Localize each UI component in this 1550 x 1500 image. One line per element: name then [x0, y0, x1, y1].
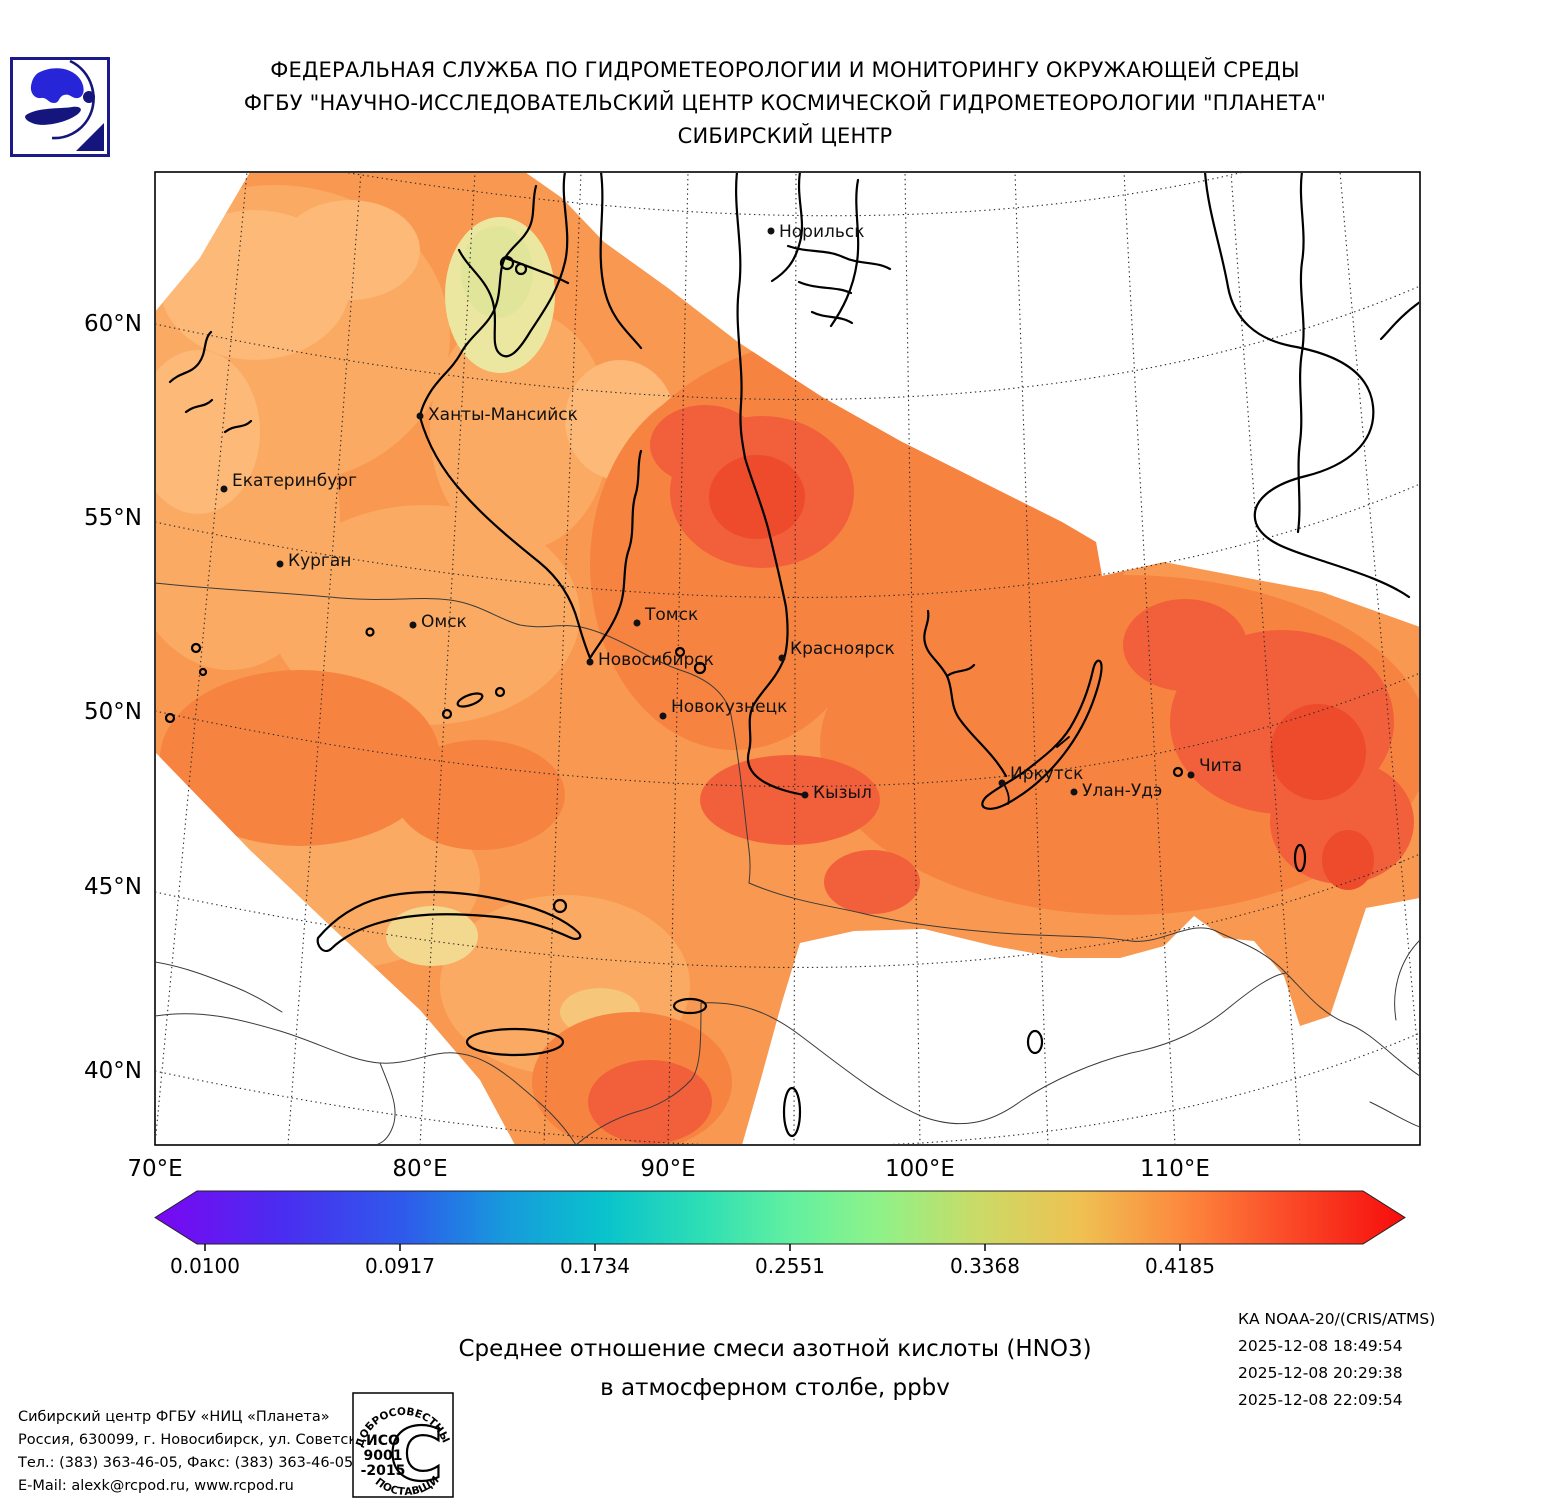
lon-tick-label: 80°E	[392, 1156, 447, 1182]
city-dot	[276, 560, 284, 568]
city-layer: Норильск Ханты-Мансийск Екатеринбург Кур…	[220, 222, 1242, 803]
city-dot	[586, 658, 594, 666]
city-label: Курган	[288, 551, 351, 571]
header-line-2: ФГБУ "НАУЧНО-ИССЛЕДОВАТЕЛЬСКИЙ ЦЕНТР КОС…	[243, 91, 1327, 115]
lon-tick-label: 100°E	[885, 1156, 955, 1182]
map-frame	[154, 171, 1421, 1146]
colorbar-tick: 0.0917	[365, 1254, 435, 1278]
lon-tick-label: 70°E	[127, 1156, 182, 1182]
city-label: Новосибирск	[598, 650, 714, 670]
city-label: Иркутск	[1010, 764, 1083, 784]
lat-tick-label: 55°N	[84, 505, 142, 531]
contact-email: E-Mail: alexk@rcpod.ru, www.rcpod.ru	[18, 1478, 294, 1494]
product-title: Среднее отношение смеси азотной кислоты …	[0, 1330, 1550, 1408]
city-marker: Новокузнецк	[659, 697, 787, 720]
city-marker: Чита	[1187, 756, 1242, 779]
city-marker: Кызыл	[801, 783, 872, 803]
city-marker: Томск	[633, 605, 698, 627]
header-line-3: СИБИРСКИЙ ЦЕНТР	[677, 124, 893, 148]
city-dot	[801, 791, 809, 799]
contact-phone: Тел.: (383) 363-46-05, Факс: (383) 363-4…	[18, 1455, 354, 1471]
city-marker: Красноярск	[778, 639, 895, 662]
iso-line: -2015	[361, 1463, 406, 1479]
city-label: Улан-Удэ	[1082, 781, 1162, 801]
city-label: Томск	[644, 605, 698, 625]
city-dot	[778, 654, 786, 662]
country-borders	[156, 582, 1419, 1144]
contact-address: Россия, 630099, г. Новосибирск, ул. Сове…	[18, 1432, 403, 1448]
city-marker: Улан-Удэ	[1070, 781, 1162, 801]
iso-line: 9001	[364, 1448, 403, 1464]
pass-timestamp: 2025-12-08 22:09:54	[1238, 1391, 1403, 1409]
product-title-line-2: в атмосферном столбе, ppbv	[600, 1375, 950, 1401]
iso-badge-center-text: ИСО 9001 -2015	[361, 1433, 406, 1479]
contact-org: Сибирский центр ФГБУ «НИЦ «Планета»	[18, 1409, 330, 1425]
city-dot	[1187, 771, 1195, 779]
product-title-line-1: Среднее отношение смеси азотной кислоты …	[458, 1336, 1092, 1362]
lon-tick-label: 90°E	[640, 1156, 695, 1182]
city-marker: Иркутск	[998, 764, 1083, 787]
iso-line: ИСО	[366, 1433, 400, 1449]
contact-info: Сибирский центр ФГБУ «НИЦ «Планета» Росс…	[18, 1406, 402, 1498]
iso-badge-frame	[352, 1392, 454, 1498]
colorbar-tick: 0.3368	[950, 1254, 1020, 1278]
colorbar-tick: 0.1734	[560, 1254, 630, 1278]
axis-labels: 60°N 55°N 50°N 45°N 40°N 70°E 80°E 90°E …	[84, 311, 1210, 1182]
city-label: Омск	[421, 612, 467, 632]
colorbar: 0.0100 0.0917 0.1734 0.2551 0.3368 0.418…	[154, 1190, 1406, 1278]
city-marker: Новосибирск	[586, 650, 714, 670]
city-marker: Екатеринбург	[220, 471, 357, 493]
city-marker: Омск	[409, 612, 467, 632]
city-dot	[767, 227, 775, 235]
logo-triangle	[76, 123, 104, 151]
satellite-name: КА NOAA-20/(CRIS/ATMS)	[1238, 1310, 1436, 1328]
colorbar-tick: 0.0100	[170, 1254, 240, 1278]
city-marker: Ханты-Мансийск	[416, 405, 578, 425]
city-label: Ханты-Мансийск	[428, 405, 578, 425]
colorbar-tick-labels: 0.0100 0.0917 0.1734 0.2551 0.3368 0.418…	[170, 1254, 1215, 1278]
city-dot	[998, 779, 1006, 787]
city-label: Чита	[1199, 756, 1242, 776]
lon-tick-label: 110°E	[1140, 1156, 1210, 1182]
graticule	[156, 173, 1419, 1144]
logo-orbit-node	[83, 91, 95, 103]
map-figure: Норильск Ханты-Мансийск Екатеринбург Кур…	[84, 171, 1421, 1278]
lat-tick-label: 60°N	[84, 311, 142, 337]
city-dot	[633, 619, 641, 627]
city-label: Екатеринбург	[232, 471, 357, 491]
city-dot	[659, 712, 667, 720]
city-label: Красноярск	[790, 639, 895, 659]
satellite-info: КА NOAA-20/(CRIS/ATMS) 2025-12-08 18:49:…	[1238, 1306, 1435, 1414]
pass-timestamp: 2025-12-08 20:29:38	[1238, 1364, 1403, 1382]
iso-9001-badge: С ДОБРОСОВЕСТНЫЙ ИСО 9001 -2015 ПОСТАВЩИ…	[352, 1392, 454, 1498]
header-line-1: ФЕДЕРАЛЬНАЯ СЛУЖБА ПО ГИДРОМЕТЕОРОЛОГИИ …	[270, 58, 1300, 82]
logo-orbit	[51, 59, 95, 140]
lat-tick-label: 45°N	[84, 874, 142, 900]
city-label: Новокузнецк	[671, 697, 787, 717]
water-lines	[164, 173, 1419, 1138]
logo-swoosh	[25, 106, 81, 125]
planeta-logo	[10, 57, 110, 157]
city-label: Кызыл	[813, 783, 872, 803]
city-dot	[220, 485, 228, 493]
logo-globe	[30, 68, 84, 103]
colorbar-tick: 0.4185	[1145, 1254, 1215, 1278]
city-label: Норильск	[779, 222, 865, 242]
city-marker: Курган	[276, 551, 351, 571]
city-dot	[409, 621, 417, 629]
lat-tick-label: 40°N	[84, 1058, 142, 1084]
city-marker: Норильск	[767, 222, 865, 242]
city-dot	[1070, 788, 1078, 796]
colorbar-gradient	[154, 1190, 1406, 1245]
iso-c-mark: С	[389, 1412, 443, 1498]
colorbar-tick-marks	[204, 1244, 1181, 1251]
city-dot	[416, 412, 424, 420]
lat-tick-label: 50°N	[84, 699, 142, 725]
pass-timestamp: 2025-12-08 18:49:54	[1238, 1337, 1403, 1355]
colorbar-tick: 0.2551	[755, 1254, 825, 1278]
